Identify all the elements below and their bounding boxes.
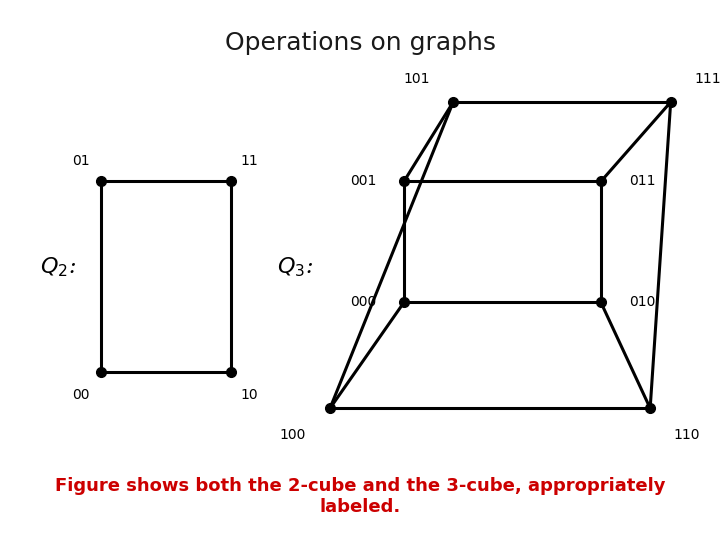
- Text: 001: 001: [350, 174, 376, 188]
- Text: $Q_3$:: $Q_3$:: [277, 255, 313, 279]
- Text: 110: 110: [674, 428, 701, 442]
- Text: 01: 01: [72, 154, 89, 168]
- Text: 111: 111: [694, 72, 720, 86]
- Text: 010: 010: [629, 295, 655, 309]
- Text: 00: 00: [72, 388, 89, 402]
- Text: Operations on graphs: Operations on graphs: [225, 31, 495, 55]
- Text: 11: 11: [240, 154, 258, 168]
- Text: 011: 011: [629, 174, 655, 188]
- Text: 10: 10: [240, 388, 258, 402]
- Text: 100: 100: [280, 428, 306, 442]
- Text: Figure shows both the 2-cube and the 3-cube, appropriately
labeled.: Figure shows both the 2-cube and the 3-c…: [55, 477, 665, 516]
- Text: 101: 101: [403, 72, 430, 86]
- Text: $Q_2$:: $Q_2$:: [40, 255, 76, 279]
- Text: 000: 000: [350, 295, 376, 309]
